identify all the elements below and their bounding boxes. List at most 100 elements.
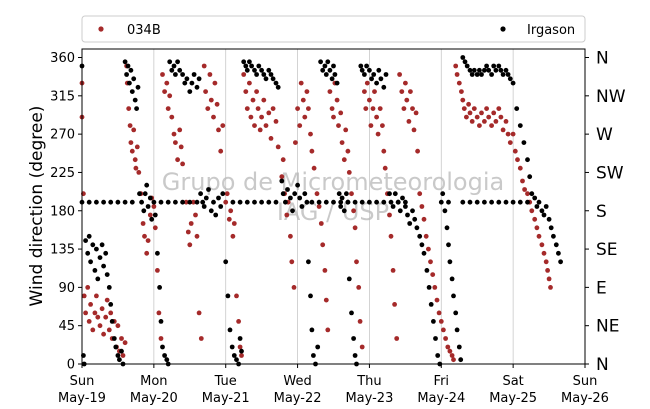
point-irgason — [145, 204, 151, 209]
point-irgason — [325, 59, 331, 65]
point-034b — [367, 97, 372, 103]
point-034b — [410, 106, 415, 111]
point-irgason — [469, 72, 475, 77]
point-034b — [252, 123, 257, 128]
point-irgason — [507, 76, 513, 82]
point-irgason — [191, 72, 197, 77]
point-irgason — [553, 242, 559, 248]
point-034b — [438, 319, 444, 324]
point-034b — [380, 123, 385, 128]
point-034b — [155, 268, 160, 273]
point-034b — [255, 106, 261, 111]
point-irgason — [290, 208, 295, 214]
point-irgason — [421, 250, 427, 256]
point-irgason — [367, 67, 372, 73]
point-irgason — [109, 319, 115, 324]
point-034b — [474, 114, 480, 120]
point-irgason — [331, 199, 336, 205]
point-irgason — [464, 63, 470, 69]
y-tick-label: 315 — [50, 89, 75, 104]
point-irgason — [424, 268, 430, 273]
x-tick-date: May-25 — [489, 391, 537, 406]
point-034b — [512, 148, 518, 154]
point-034b — [160, 72, 165, 77]
point-034b — [443, 336, 448, 341]
point-irgason — [194, 84, 200, 90]
point-irgason — [381, 84, 387, 90]
point-034b — [162, 89, 168, 94]
y-tick-label: 45 — [58, 319, 75, 334]
point-irgason — [309, 199, 315, 205]
point-034b — [284, 212, 290, 218]
point-034b — [397, 72, 402, 77]
point-034b — [469, 119, 475, 124]
point-irgason — [482, 67, 487, 73]
point-irgason — [510, 80, 516, 86]
point-irgason — [534, 204, 540, 209]
point-034b — [203, 89, 209, 94]
point-034b — [308, 131, 313, 137]
point-irgason — [332, 72, 338, 77]
point-034b — [248, 114, 254, 120]
point-034b — [404, 97, 410, 103]
point-irgason — [200, 199, 206, 205]
point-034b — [216, 127, 221, 133]
point-034b — [534, 225, 540, 231]
point-034b — [295, 106, 300, 111]
point-irgason — [252, 67, 257, 73]
point-irgason — [458, 357, 464, 363]
point-034b — [180, 161, 186, 167]
point-034b — [417, 191, 423, 197]
point-irgason — [213, 212, 219, 218]
point-034b — [191, 199, 196, 205]
point-irgason — [266, 67, 272, 73]
point-irgason — [164, 357, 170, 363]
point-034b — [237, 344, 243, 350]
point-034b — [434, 297, 440, 303]
point-irgason — [364, 63, 369, 69]
point-irgason — [132, 97, 138, 103]
point-034b — [99, 306, 105, 312]
point-irgason — [206, 187, 211, 192]
compass-label: NE — [596, 317, 619, 337]
point-irgason — [119, 348, 124, 354]
x-tick-day: Sat — [502, 374, 523, 389]
point-irgason — [467, 67, 473, 73]
point-irgason — [165, 199, 171, 205]
point-irgason — [97, 255, 103, 260]
y-tick-label: 135 — [50, 243, 75, 258]
point-irgason — [208, 208, 214, 214]
point-irgason — [234, 357, 239, 363]
point-irgason — [498, 67, 504, 73]
point-034b — [254, 89, 259, 94]
point-034b — [331, 114, 336, 120]
point-034b — [356, 285, 362, 290]
x-tick-day: Thu — [356, 374, 381, 389]
x-tick-date: May-20 — [130, 391, 178, 406]
point-irgason — [491, 63, 497, 69]
point-034b — [194, 233, 200, 239]
point-irgason — [131, 76, 137, 82]
point-irgason — [297, 195, 303, 201]
point-034b — [152, 225, 158, 231]
y-axis-label: Wind direction (degree) — [27, 106, 47, 307]
point-irgason — [189, 80, 195, 86]
x-tick-date: May-19 — [58, 391, 106, 406]
compass-label: SE — [596, 240, 618, 260]
point-irgason — [308, 293, 313, 299]
point-034b — [336, 123, 341, 128]
point-034b — [546, 276, 552, 282]
compass-label: NW — [596, 87, 626, 107]
point-irgason — [320, 67, 326, 73]
legend-label-irgason: Irgason — [527, 23, 575, 38]
point-034b — [522, 187, 527, 192]
point-irgason — [266, 199, 272, 205]
point-irgason — [211, 199, 216, 205]
point-irgason — [86, 199, 92, 205]
point-034b — [101, 331, 106, 337]
point-irgason — [500, 72, 506, 77]
point-irgason — [187, 199, 193, 205]
point-irgason — [158, 319, 164, 324]
point-034b — [140, 221, 146, 226]
point-irgason — [344, 191, 349, 197]
